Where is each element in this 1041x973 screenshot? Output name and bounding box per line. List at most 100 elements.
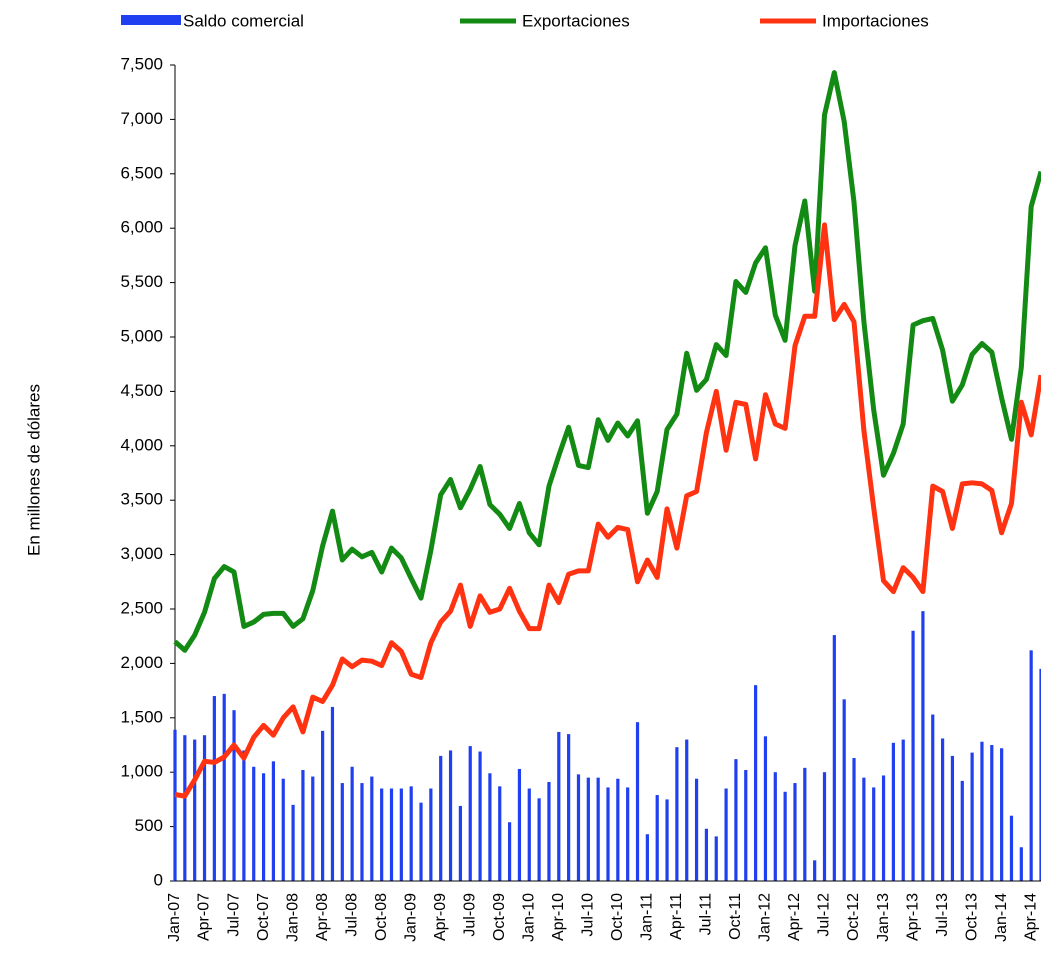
- y-tick-label: 2,000: [120, 653, 163, 672]
- bar: [685, 739, 689, 881]
- x-tick-label: Oct-10: [609, 893, 626, 941]
- bar: [665, 799, 669, 881]
- y-tick-label: 0: [154, 870, 163, 889]
- x-tick-label: Oct-07: [255, 893, 272, 941]
- x-tick-label: Jul-10: [580, 893, 597, 937]
- bar: [271, 761, 276, 881]
- bar: [940, 738, 945, 881]
- bar: [261, 773, 266, 881]
- x-tick-label: Apr-11: [668, 893, 685, 940]
- bar: [429, 788, 433, 881]
- x-tick-label: Jul-09: [461, 893, 478, 937]
- bar: [370, 776, 374, 881]
- y-tick-label: 500: [135, 816, 163, 835]
- bar: [980, 741, 984, 881]
- bar: [1029, 650, 1033, 881]
- x-tick-label: Jul-07: [225, 893, 242, 937]
- bar: [340, 783, 344, 881]
- bar: [744, 770, 748, 881]
- bar: [911, 630, 915, 881]
- bar: [291, 804, 295, 881]
- bar: [183, 735, 187, 881]
- bar: [330, 706, 335, 881]
- bar: [596, 777, 600, 881]
- bar: [773, 772, 777, 881]
- bar: [458, 805, 462, 881]
- bar: [950, 755, 955, 881]
- bar: [399, 788, 403, 881]
- x-tick-label: Apr-09: [432, 893, 449, 941]
- bar: [734, 759, 738, 881]
- bar: [881, 775, 886, 881]
- x-tick-label: Jan-12: [757, 893, 774, 942]
- x-tick-label: Jul-13: [934, 893, 951, 937]
- bar: [1039, 668, 1041, 881]
- y-tick-label: 5,500: [120, 272, 163, 291]
- bar: [537, 798, 541, 881]
- bar: [547, 781, 551, 881]
- bar: [813, 860, 817, 881]
- legend-label: Importaciones: [822, 11, 929, 30]
- legend-label: Exportaciones: [522, 11, 630, 30]
- y-tick-label: 1,000: [120, 762, 163, 781]
- x-tick-label: Oct-12: [845, 893, 862, 941]
- bar: [862, 777, 866, 881]
- bar: [754, 685, 758, 881]
- bar: [803, 767, 807, 881]
- bar: [1009, 815, 1014, 881]
- x-tick-label: Apr-07: [196, 893, 213, 941]
- bar: [675, 747, 679, 881]
- x-tick-label: Jan-07: [166, 893, 183, 942]
- bar: [960, 780, 964, 881]
- bar: [921, 611, 925, 881]
- bar: [793, 783, 797, 881]
- bar: [567, 734, 571, 881]
- bar: [242, 750, 246, 881]
- bar: [970, 752, 974, 881]
- bar: [576, 774, 581, 881]
- x-tick-label: Oct-09: [491, 893, 508, 941]
- x-tick-label: Jul-08: [343, 893, 360, 937]
- bar: [350, 766, 354, 881]
- bar: [380, 788, 384, 881]
- bar: [724, 788, 728, 881]
- bar: [232, 710, 236, 881]
- bar: [645, 834, 649, 881]
- bar: [478, 751, 482, 881]
- y-tick-label: 7,000: [120, 109, 163, 128]
- bar: [360, 783, 364, 881]
- bar: [832, 635, 836, 881]
- x-tick-label: Jan-13: [875, 893, 892, 942]
- x-tick-label: Apr-14: [1022, 893, 1039, 941]
- x-tick-label: Apr-13: [904, 893, 921, 941]
- bar: [557, 731, 561, 881]
- bar: [606, 787, 610, 881]
- x-tick-label: Jul-12: [816, 893, 833, 937]
- bar: [872, 787, 876, 881]
- line: [174, 222, 1041, 799]
- x-tick-label: Apr-10: [550, 893, 567, 941]
- bar: [301, 770, 305, 881]
- bar: [655, 795, 659, 881]
- bar: [852, 758, 856, 881]
- bar: [990, 745, 994, 881]
- bar: [173, 729, 177, 881]
- y-tick-label: 6,000: [120, 218, 163, 237]
- x-tick-label: Jan-11: [639, 893, 656, 941]
- y-tick-label: 4,000: [120, 435, 163, 454]
- y-tick-label: 2,500: [120, 598, 163, 617]
- bar: [635, 722, 640, 881]
- bar: [389, 788, 394, 881]
- y-tick-label: 5,000: [120, 326, 163, 345]
- bar: [586, 777, 590, 881]
- x-tick-label: Apr-12: [786, 893, 803, 941]
- bar: [527, 788, 531, 881]
- y-tick-label: 3,500: [120, 490, 163, 509]
- bar: [212, 696, 216, 881]
- legend-swatch: [121, 15, 181, 25]
- x-tick-label: Jan-10: [520, 893, 537, 942]
- bar: [439, 755, 443, 881]
- bar: [409, 786, 413, 881]
- bar: [694, 778, 699, 881]
- bar: [488, 773, 492, 881]
